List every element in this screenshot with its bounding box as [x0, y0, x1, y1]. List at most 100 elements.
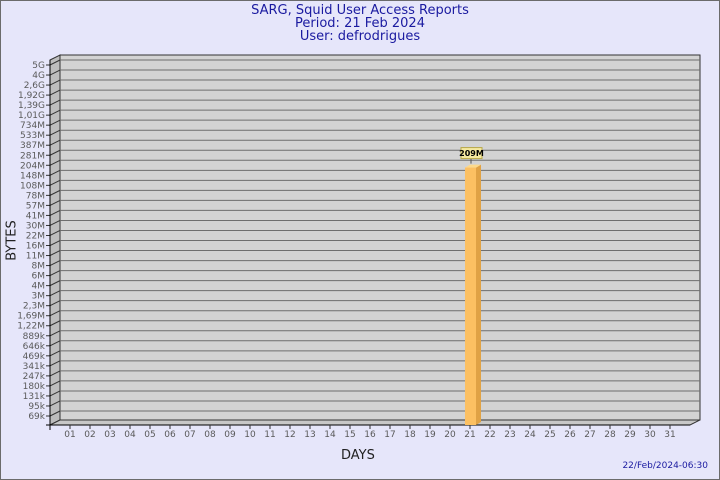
y-tick-diagonal: [49, 209, 61, 216]
x-tick-label-17: 17: [384, 430, 395, 440]
x-tick-label-08: 08: [204, 430, 216, 440]
y-tick-diagonal: [49, 99, 61, 106]
y-tick-label: 734M: [20, 121, 45, 131]
y-tick-label: 8M: [32, 262, 46, 272]
x-tick-label-30: 30: [644, 430, 656, 440]
y-tick-label: 57M: [26, 201, 45, 211]
x-tick-label-21: 21: [464, 430, 475, 440]
x-tick-label-05: 05: [144, 430, 155, 440]
bar-value-label: 209M: [459, 149, 484, 158]
y-tick-diagonal: [49, 270, 61, 277]
x-tick-label-13: 13: [304, 430, 315, 440]
y-tick-diagonal: [49, 149, 61, 156]
y-tick-diagonal: [49, 240, 61, 246]
y-tick-label: 2,3M: [23, 302, 45, 312]
y-tick-diagonal: [49, 380, 61, 387]
y-tick-label: 41M: [26, 211, 45, 221]
y-tick-label: 69k: [28, 412, 45, 422]
y-tick-diagonal: [49, 79, 61, 86]
y-tick-diagonal: [49, 290, 61, 297]
x-tick-label-01: 01: [64, 430, 75, 440]
y-tick-diagonal: [49, 340, 61, 347]
report-period: Period: 21 Feb 2024: [295, 16, 425, 31]
bar-side-day-21: [476, 164, 481, 426]
report-title: SARG, Squid User Access Reports: [251, 3, 469, 18]
y-tick-label: 22M: [26, 231, 45, 241]
y-tick-label: 3M: [32, 292, 46, 302]
x-tick-label-28: 28: [604, 430, 616, 440]
y-tick-label: 1,69M: [17, 312, 45, 322]
y-tick-label: 180k: [23, 382, 46, 392]
y-tick-label: 1,01G: [18, 111, 45, 121]
y-tick-label: 2,6G: [24, 81, 45, 91]
x-tick-label-14: 14: [324, 430, 336, 440]
y-tick-diagonal: [49, 109, 61, 116]
y-tick-label: 281M: [20, 151, 45, 161]
x-tick-label-20: 20: [444, 430, 456, 440]
x-tick-label-02: 02: [84, 430, 95, 440]
x-tick-label-07: 07: [184, 430, 195, 440]
bar-top-day-21: [465, 164, 481, 168]
x-tick-label-22: 22: [484, 430, 495, 440]
x-axis-title: DAYS: [341, 448, 375, 463]
y-tick-diagonal: [49, 280, 61, 287]
x-tick-label-23: 23: [504, 430, 515, 440]
y-tick-diagonal: [49, 360, 61, 367]
x-tick-label-25: 25: [544, 430, 555, 440]
y-tick-diagonal: [49, 199, 61, 206]
x-tick-label-09: 09: [224, 430, 236, 440]
y-tick-diagonal: [49, 330, 61, 337]
y-tick-diagonal: [49, 350, 61, 357]
y-tick-label: 78M: [26, 191, 45, 201]
y-axis-title: BYTES: [4, 220, 20, 261]
y-tick-label: 4G: [32, 71, 45, 81]
x-tick-label-18: 18: [404, 430, 416, 440]
y-tick-label: 469k: [23, 352, 46, 362]
y-tick-diagonal: [49, 400, 61, 407]
y-tick-diagonal: [49, 370, 61, 377]
y-tick-label: 646k: [23, 342, 46, 352]
y-tick-diagonal: [49, 410, 61, 417]
report-user: User: defrodrigues: [299, 29, 421, 44]
y-tick-diagonal: [49, 320, 61, 327]
x-tick-label-15: 15: [344, 430, 355, 440]
y-tick-diagonal: [49, 169, 61, 176]
x-tick-label-26: 26: [564, 430, 576, 440]
y-tick-label: 1,39G: [18, 101, 45, 111]
x-tick-label-19: 19: [424, 430, 436, 440]
y-tick-label: 148M: [20, 171, 45, 181]
y-tick-diagonal: [49, 390, 61, 397]
x-tick-label-24: 24: [524, 430, 536, 440]
y-tick-diagonal: [49, 69, 61, 76]
y-tick-label: 1,92G: [18, 91, 45, 101]
y-tick-label: 30M: [26, 221, 45, 231]
y-tick-label: 6M: [32, 272, 46, 282]
y-tick-diagonal: [49, 310, 61, 317]
y-tick-diagonal: [49, 230, 61, 236]
bar-label-box: [460, 147, 483, 160]
y-tick-diagonal: [49, 139, 61, 146]
x-tick-label-29: 29: [624, 430, 636, 440]
x-tick-label-11: 11: [264, 430, 275, 440]
x-tick-label-31: 31: [664, 430, 675, 440]
y-tick-label: 247k: [23, 372, 46, 382]
x-tick-label-04: 04: [124, 430, 136, 440]
y-tick-label: 11M: [26, 252, 45, 262]
y-tick-label: 5G: [32, 61, 45, 71]
x-tick-label-03: 03: [104, 430, 115, 440]
generated-timestamp: 22/Feb/2024-06:30: [622, 461, 708, 471]
x-tick-label-12: 12: [284, 430, 295, 440]
y-tick-label: 16M: [26, 242, 45, 252]
y-tick-label: 4M: [32, 282, 46, 292]
y-tick-label: 131k: [23, 392, 46, 402]
y-tick-label: 387M: [20, 141, 45, 151]
bar-day-21: [465, 167, 476, 426]
y-tick-label: 1,22M: [17, 322, 45, 332]
y-tick-diagonal: [49, 189, 61, 196]
y-tick-label: 108M: [20, 181, 45, 191]
y-tick-label: 341k: [23, 362, 46, 372]
y-tick-diagonal: [49, 119, 61, 126]
y-tick-diagonal: [49, 179, 61, 186]
y-tick-diagonal: [49, 159, 61, 166]
